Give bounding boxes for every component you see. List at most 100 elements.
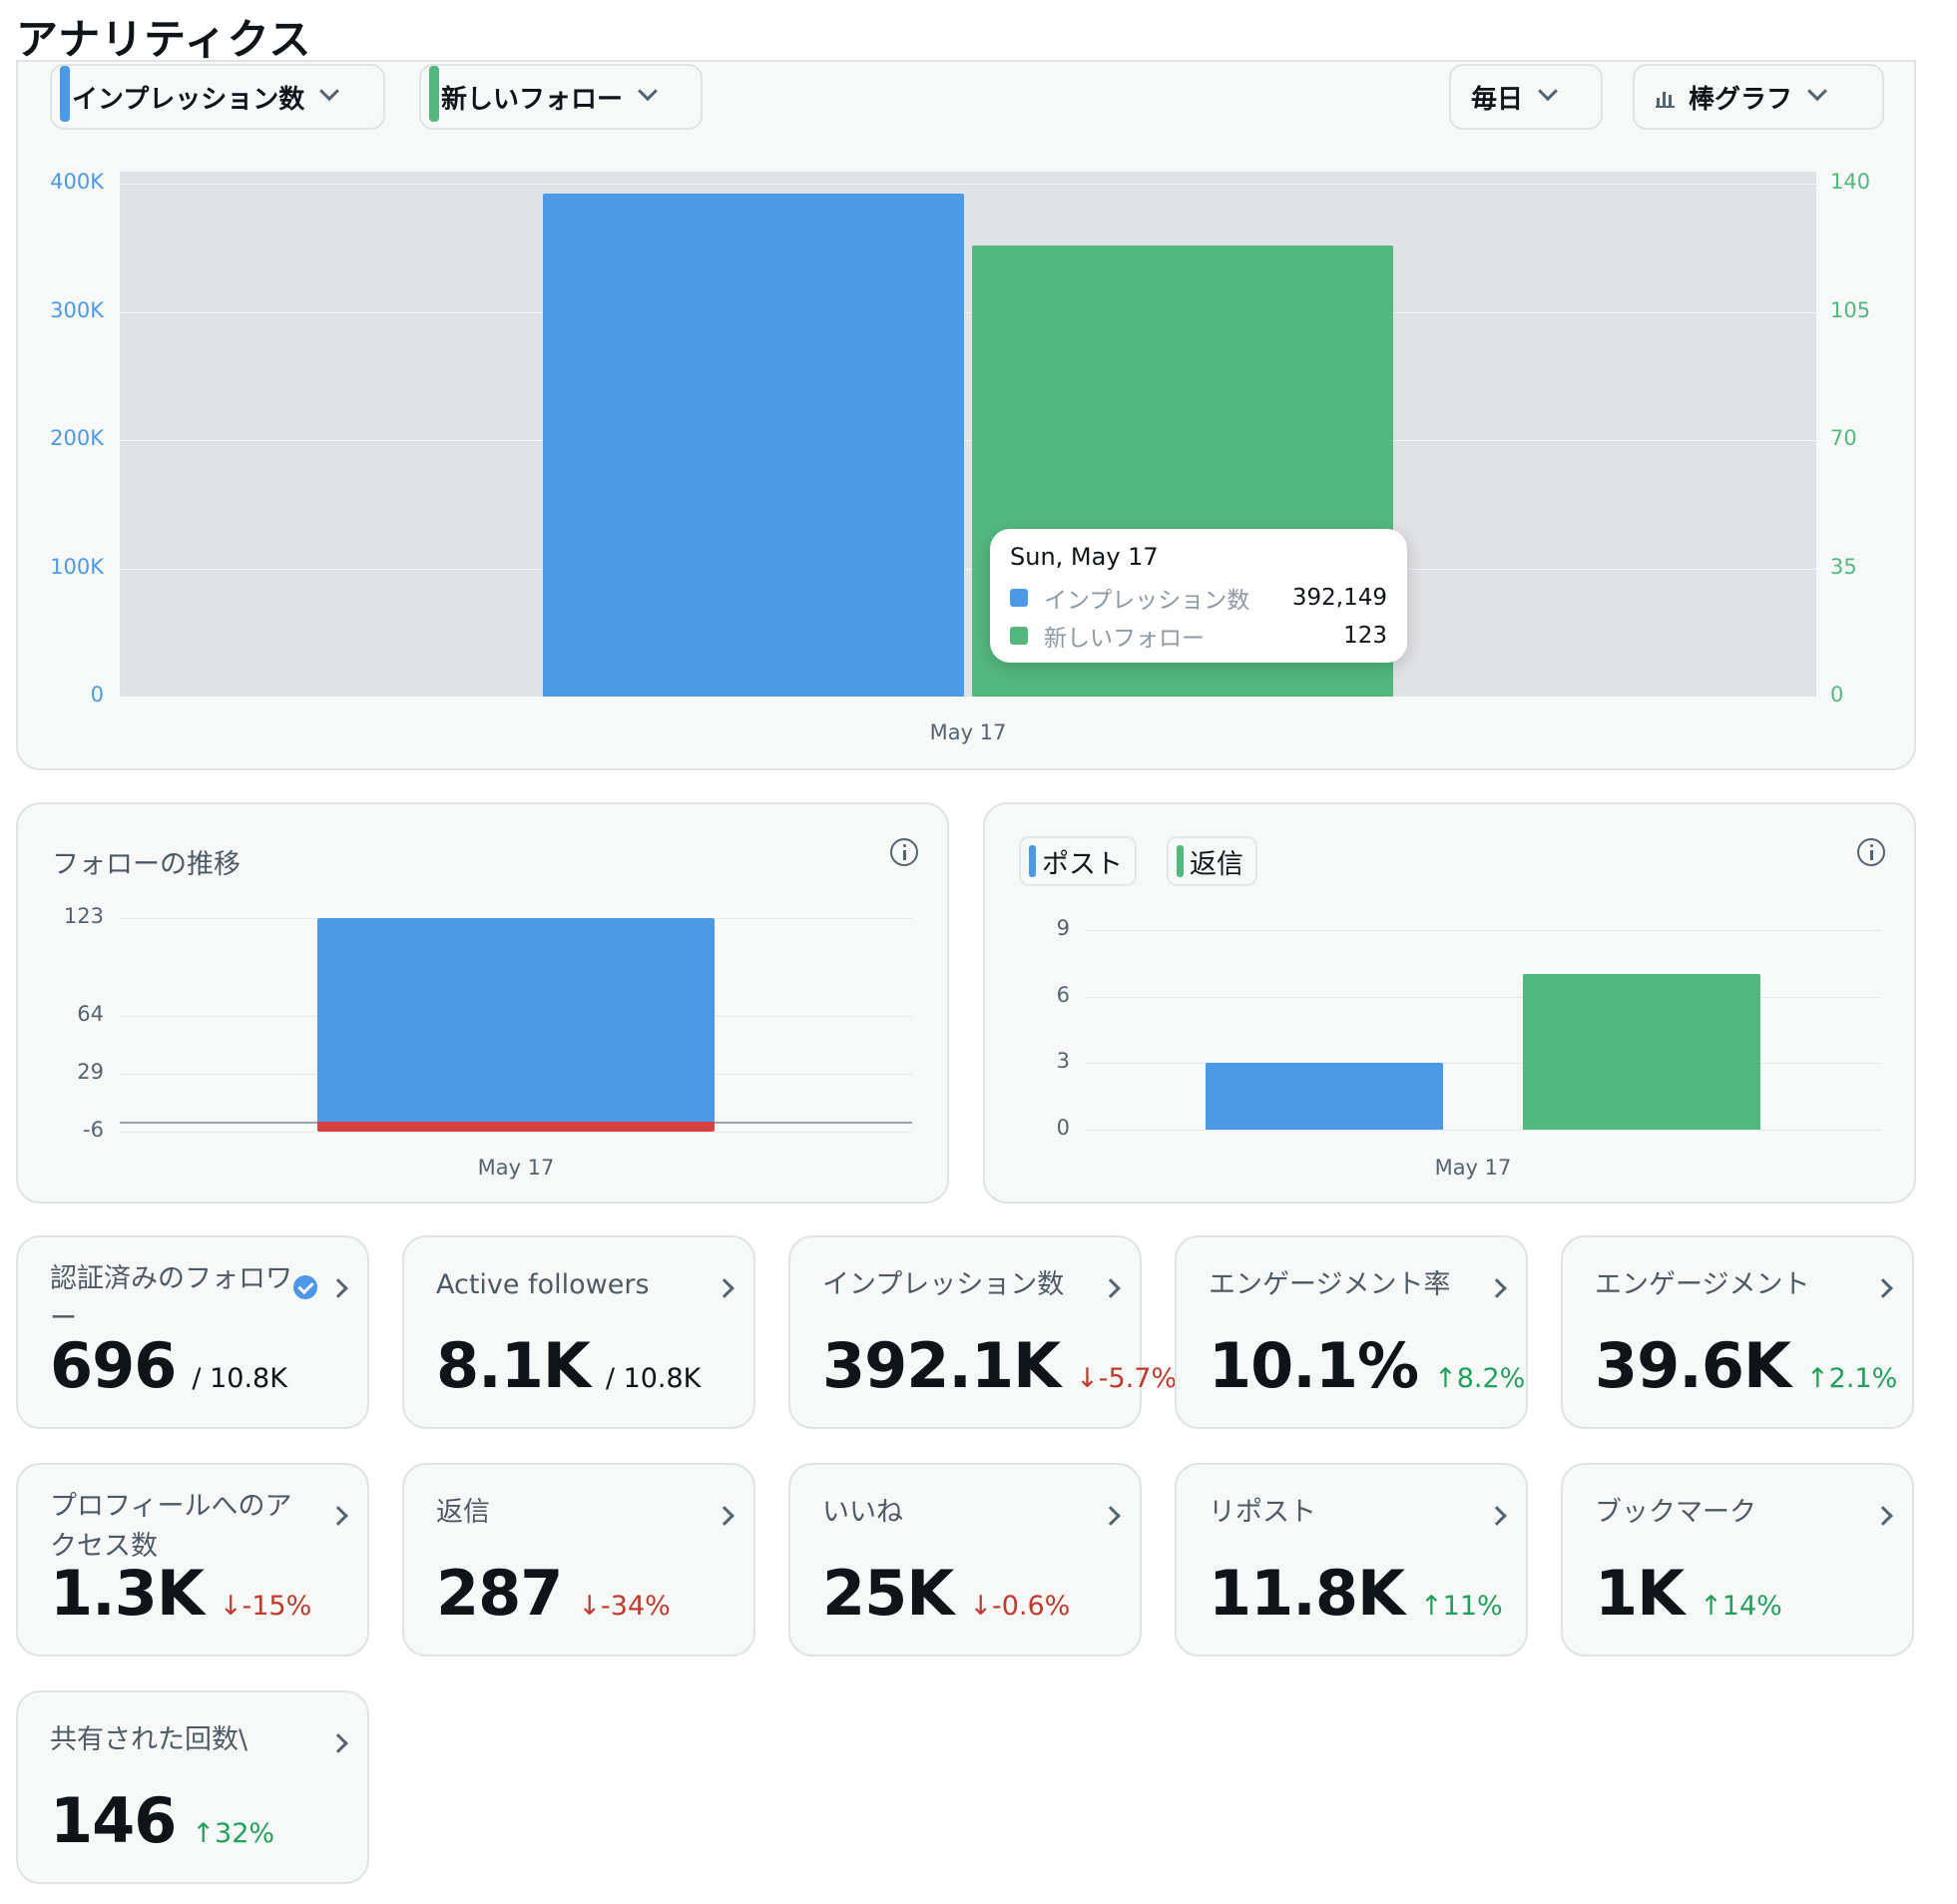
info-icon[interactable] xyxy=(1857,838,1885,866)
y-tick: 123 xyxy=(63,904,104,928)
chart-tooltip: Sun, May 17 インプレッション数 392,149 新しいフォロー 12… xyxy=(990,529,1407,663)
right-y-tick: 140 xyxy=(1830,170,1871,194)
gridline xyxy=(1086,1130,1880,1131)
chevron-down-icon xyxy=(638,81,658,102)
chevron-right-icon xyxy=(1873,1506,1893,1526)
period-dropdown[interactable]: 毎日 xyxy=(1449,64,1603,130)
metric-1-label: インプレッション数 xyxy=(72,84,305,115)
metric-2-label: 新しいフォロー xyxy=(441,84,624,115)
page-title: アナリティクス xyxy=(16,15,312,64)
tooltip-series-name: インプレッション数 xyxy=(1044,588,1250,614)
stat-title: ブックマーク xyxy=(1595,1497,1756,1528)
stat-value: 146 xyxy=(50,1784,177,1857)
period-label: 毎日 xyxy=(1471,84,1524,115)
bar-posts xyxy=(1206,1063,1443,1130)
tooltip-date: Sun, May 17 xyxy=(1010,543,1159,571)
stat-delta: ↓-15% xyxy=(219,1591,312,1622)
chevron-right-icon xyxy=(715,1278,734,1298)
stat-card-verified-followers[interactable]: 認証済みのフォロワー 696 / 10.8K xyxy=(16,1235,369,1429)
legend-replies-label: 返信 xyxy=(1190,848,1243,880)
bar-unfollows xyxy=(317,1122,715,1132)
y-tick: 0 xyxy=(1056,1116,1070,1140)
stat-value: 287 xyxy=(436,1557,563,1630)
stat-delta: ↑8.2% xyxy=(1434,1363,1526,1394)
stat-delta: ↑32% xyxy=(192,1818,275,1849)
chevron-right-icon xyxy=(715,1506,734,1526)
chevron-right-icon xyxy=(1101,1506,1121,1526)
chevron-down-icon xyxy=(1538,81,1558,102)
stat-value: 25K xyxy=(822,1557,954,1630)
stat-card-profile-visits[interactable]: プロフィールへのアクセス数 1.3K ↓-15% xyxy=(16,1463,369,1657)
stat-value: 10.1% xyxy=(1209,1329,1419,1402)
chart-type-dropdown[interactable]: 棒グラフ xyxy=(1633,64,1884,130)
bar-replies xyxy=(1523,974,1760,1130)
stat-delta: ↓-0.6% xyxy=(969,1591,1071,1622)
chevron-right-icon xyxy=(328,1278,348,1298)
stat-delta: ↑2.1% xyxy=(1806,1363,1898,1394)
tooltip-series-value: 123 xyxy=(1343,623,1387,649)
bar-impressions xyxy=(543,194,964,697)
stat-card-likes[interactable]: いいね 25K ↓-0.6% xyxy=(788,1463,1142,1657)
y-tick: 29 xyxy=(77,1059,104,1084)
info-icon[interactable] xyxy=(890,838,918,866)
stat-card-shares[interactable]: 共有された回数\ 146 ↑32% xyxy=(16,1690,369,1884)
stat-title: 認証済みのフォロワー xyxy=(50,1263,292,1334)
stat-title: 共有された回数\ xyxy=(50,1724,248,1755)
stat-card-active-followers[interactable]: Active followers 8.1K / 10.8K xyxy=(402,1235,755,1429)
stat-card-impressions[interactable]: インプレッション数 392.1K ↓-5.7% xyxy=(788,1235,1177,1429)
follows-x-tick: May 17 xyxy=(477,1156,555,1180)
chevron-right-icon xyxy=(1101,1278,1121,1298)
stat-card-engagement-rate[interactable]: エンゲージメント率 10.1% ↑8.2% xyxy=(1175,1235,1528,1429)
metric-1-dropdown[interactable]: インプレッション数 xyxy=(50,64,385,130)
right-y-tick: 0 xyxy=(1830,683,1844,707)
chevron-right-icon xyxy=(328,1506,348,1526)
stat-card-engagements[interactable]: エンゲージメント 39.6K ↑2.1% xyxy=(1561,1235,1914,1429)
gridline xyxy=(1086,996,1880,998)
metric-2-dropdown[interactable]: 新しいフォロー xyxy=(419,64,703,130)
stat-title: プロフィールへのアクセス数 xyxy=(50,1491,292,1562)
posts-x-tick: May 17 xyxy=(1434,1156,1512,1180)
stat-card-replies[interactable]: 返信 287 ↓-34% xyxy=(402,1463,755,1657)
legend-replies[interactable]: 返信 xyxy=(1167,836,1257,886)
gridline xyxy=(120,184,1816,185)
main-plot-area xyxy=(120,172,1816,697)
stat-value: 39.6K xyxy=(1595,1329,1791,1402)
chevron-down-icon xyxy=(1807,81,1827,102)
left-y-tick: 100K xyxy=(50,554,104,579)
chevron-down-icon xyxy=(319,81,340,102)
legend-posts-label: ポスト xyxy=(1042,848,1123,880)
stat-title: リポスト xyxy=(1209,1497,1316,1528)
stat-title: インプレッション数 xyxy=(822,1269,1065,1300)
y-tick: 6 xyxy=(1056,982,1070,1007)
stat-value: 392.1K xyxy=(822,1329,1061,1402)
gridline xyxy=(120,568,1816,570)
legend-posts[interactable]: ポスト xyxy=(1019,836,1137,886)
verified-badge-icon xyxy=(293,1275,317,1299)
stat-title: エンゲージメント率 xyxy=(1209,1269,1451,1300)
stat-card-reposts[interactable]: リポスト 11.8K ↑11% xyxy=(1175,1463,1528,1657)
tooltip-swatch xyxy=(1010,627,1028,645)
stat-value: 1.3K xyxy=(50,1557,205,1630)
stat-delta: ↓-34% xyxy=(578,1591,671,1622)
y-tick: 9 xyxy=(1056,916,1070,940)
right-y-tick: 70 xyxy=(1830,426,1857,450)
metric-1-color-marker xyxy=(60,66,70,122)
stat-delta: ↑11% xyxy=(1420,1591,1503,1622)
posts-chart-card: ポスト 返信 xyxy=(983,802,1916,1203)
chart-type-label: 棒グラフ xyxy=(1689,84,1793,115)
legend-posts-marker xyxy=(1029,845,1036,877)
y-tick: 64 xyxy=(77,1001,104,1026)
stat-title: Active followers xyxy=(436,1269,650,1300)
bar-follows xyxy=(317,918,715,1123)
gridline xyxy=(120,1132,912,1133)
metric-2-color-marker xyxy=(429,66,439,122)
y-tick: 3 xyxy=(1056,1049,1070,1074)
right-y-tick: 35 xyxy=(1830,554,1857,579)
tooltip-swatch xyxy=(1010,589,1028,607)
left-y-tick: 0 xyxy=(90,683,104,707)
left-y-tick: 200K xyxy=(50,426,104,450)
stat-card-bookmarks[interactable]: ブックマーク 1K ↑14% xyxy=(1561,1463,1914,1657)
y-tick: -6 xyxy=(83,1118,104,1142)
follows-chart-title: フォローの推移 xyxy=(52,849,241,880)
stat-total: / 10.8K xyxy=(192,1363,287,1394)
